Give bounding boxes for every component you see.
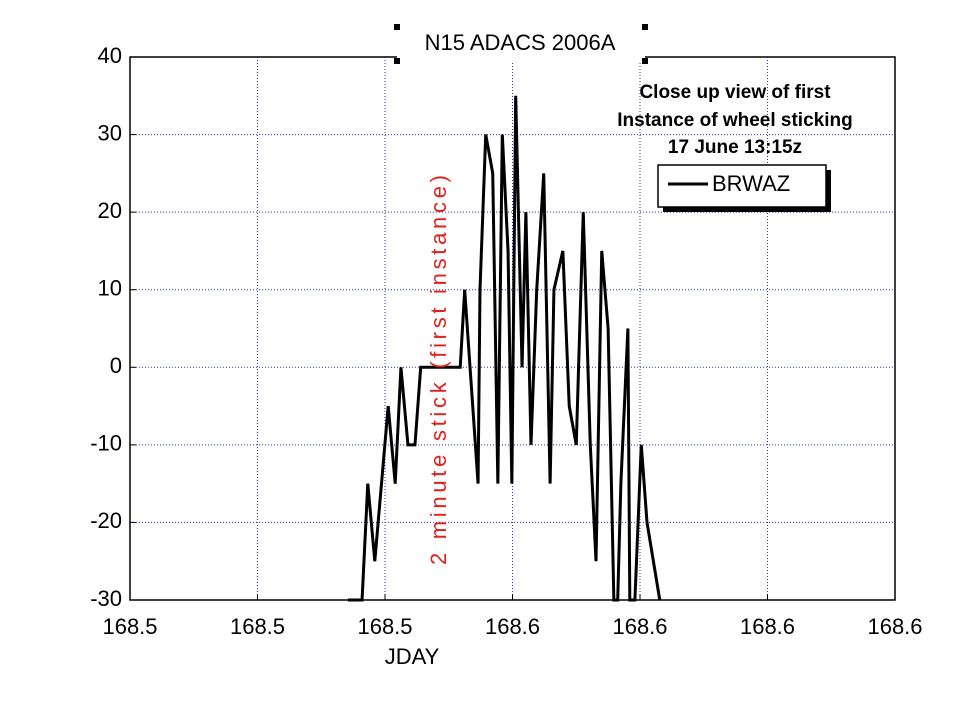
x-axis-label: JDAY [385, 644, 440, 669]
y-tick-label: 30 [98, 120, 122, 145]
handle [642, 58, 648, 64]
y-tick-label: -20 [90, 508, 122, 533]
x-tick-label: 168.5 [102, 614, 157, 639]
y-tick-label: 40 [98, 43, 122, 68]
y-tick-label: -10 [90, 431, 122, 456]
annotation: 17 June 13:15z [668, 137, 802, 158]
x-tick-label: 168.6 [485, 614, 540, 639]
chart-title: N15 ADACS 2006A [425, 30, 616, 55]
legend-label: BRWAZ [712, 171, 790, 196]
handle [394, 58, 400, 64]
x-tick-label: 168.6 [867, 614, 922, 639]
x-tick-label: 168.6 [740, 614, 795, 639]
y-tick-label: 0 [110, 353, 122, 378]
x-tick-label: 168.5 [357, 614, 412, 639]
y-tick-label: 10 [98, 276, 122, 301]
y-tick-label: -30 [90, 586, 122, 611]
annotation: Instance of wheel sticking [617, 110, 852, 131]
title-box [397, 27, 645, 61]
y-tick-label: 20 [98, 198, 122, 223]
handle [394, 24, 400, 30]
annotation: Close up view of first [639, 82, 831, 103]
x-tick-label: 168.6 [612, 614, 667, 639]
handle [642, 24, 648, 30]
x-tick-label: 168.5 [230, 614, 285, 639]
legend [657, 164, 827, 208]
